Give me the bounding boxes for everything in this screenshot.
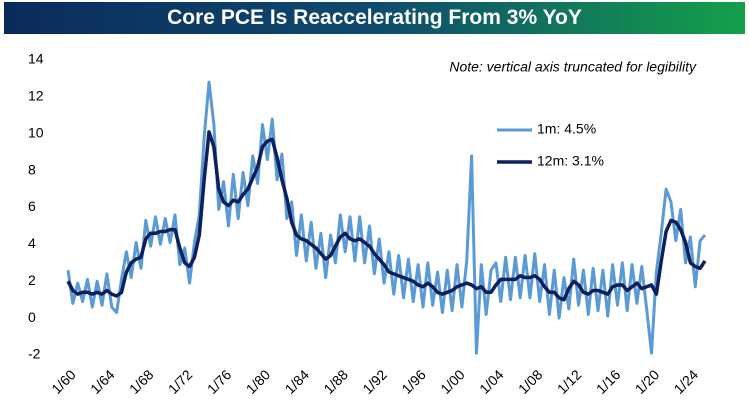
chart-title: Core PCE Is Reaccelerating From 3% YoY <box>4 2 745 34</box>
series-line <box>66 80 707 355</box>
legend-label: 1m: 4.5% <box>537 121 596 137</box>
x-tick-label: 1/24 <box>671 366 702 397</box>
x-tick-label: 1/96 <box>398 366 429 397</box>
x-tick-label: 1/88 <box>320 366 351 397</box>
x-tick-label: 1/00 <box>437 366 468 397</box>
y-tick-label: 0 <box>28 309 36 325</box>
x-tick-label: 1/60 <box>48 366 79 397</box>
y-tick-label: 10 <box>28 124 44 140</box>
annotation: Note: vertical axis truncated for legibi… <box>449 59 697 75</box>
y-tick-label: 8 <box>28 161 36 177</box>
x-tick-label: 1/64 <box>87 366 118 397</box>
y-tick-label: 6 <box>28 198 36 214</box>
legend-label: 12m: 3.1% <box>537 153 604 169</box>
x-tick-label: 1/84 <box>282 366 313 397</box>
x-tick-label: 1/20 <box>632 366 663 397</box>
y-tick-label: 4 <box>28 235 36 251</box>
x-tick-label: 1/08 <box>515 366 546 397</box>
x-tick-label: 1/68 <box>126 366 157 397</box>
x-tick-label: 1/76 <box>204 366 235 397</box>
x-tick-label: 1/92 <box>359 366 390 397</box>
x-tick-label: 1/72 <box>165 366 196 397</box>
x-tick-label: 1/80 <box>243 366 274 397</box>
x-tick-label: 1/16 <box>593 366 624 397</box>
y-tick-label: 14 <box>28 51 44 67</box>
y-tick-label: 12 <box>28 88 44 104</box>
x-tick-label: 1/12 <box>554 366 585 397</box>
y-tick-label: 2 <box>28 272 36 288</box>
series-line <box>66 130 707 302</box>
y-tick-label: -2 <box>28 346 41 362</box>
x-tick-label: 1/04 <box>476 366 507 397</box>
